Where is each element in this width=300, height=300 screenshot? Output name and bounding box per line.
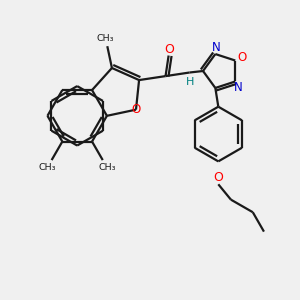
Text: H: H [185,77,194,87]
Text: N: N [212,41,220,54]
Text: O: O [213,171,223,184]
Text: O: O [237,51,246,64]
Text: CH₃: CH₃ [38,163,56,172]
Text: N: N [234,81,243,94]
Text: O: O [165,43,175,56]
Text: CH₃: CH₃ [98,163,116,172]
Text: O: O [131,103,141,116]
Text: CH₃: CH₃ [97,34,114,43]
